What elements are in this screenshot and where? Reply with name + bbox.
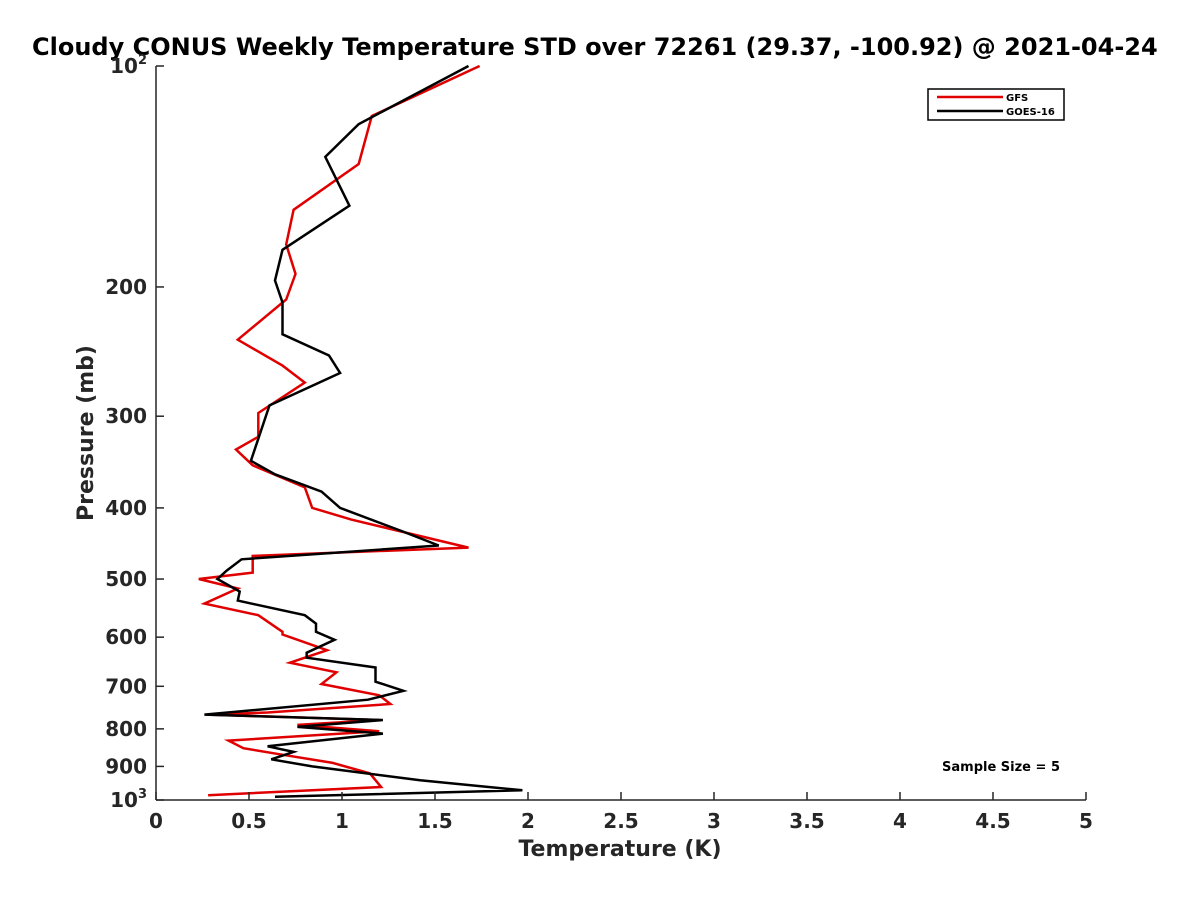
- chart-title: Cloudy CONUS Weekly Temperature STD over…: [32, 33, 1158, 61]
- y-tick-exponent: 3: [138, 787, 147, 802]
- series-line-gfs: [198, 64, 481, 797]
- x-tick-label: 0.5: [231, 809, 266, 833]
- legend: GFS GOES-16: [927, 88, 1065, 121]
- y-tick-label: 200: [105, 275, 147, 299]
- legend-box: [927, 88, 1065, 121]
- y-tick-label: 500: [105, 567, 147, 591]
- legend-label-gfs: GFS: [1006, 93, 1028, 104]
- y-tick-label: 800: [105, 717, 147, 741]
- x-tick-label: 4.5: [975, 809, 1010, 833]
- y-tick-base: 10: [110, 788, 138, 812]
- y-tick-label-power: 103: [110, 787, 147, 812]
- y-tick-label: 300: [105, 404, 147, 428]
- y-tick-label: 400: [105, 496, 147, 520]
- x-tick-label: 2.5: [603, 809, 638, 833]
- y-tick-base: 10: [110, 54, 138, 78]
- x-axis-label: Temperature (K): [518, 837, 721, 862]
- x-tick-label: 3: [707, 809, 721, 833]
- series-layer: [198, 64, 523, 799]
- sample-size-annotation: Sample Size = 5: [942, 760, 1060, 775]
- y-tick-label: 600: [105, 625, 147, 649]
- y-tick-label: 900: [105, 754, 147, 778]
- y-axis-label: Pressure (mb): [74, 345, 99, 521]
- series-line-goes-16: [204, 64, 523, 799]
- x-tick-label: 1.5: [417, 809, 452, 833]
- legend-label-goes-16: GOES-16: [1006, 107, 1055, 118]
- x-tick-label: 0: [149, 809, 163, 833]
- ticks-layer: 0 0.5 1 1.5 2 2.5 3 3.5 4 4.5 51022003004005006007…: [105, 53, 1093, 833]
- x-tick-label: 1: [335, 809, 349, 833]
- x-tick-label: 3.5: [789, 809, 824, 833]
- x-tick-label: 2: [521, 809, 535, 833]
- y-tick-label-power: 102: [110, 53, 147, 78]
- y-tick-label: 700: [105, 674, 147, 698]
- y-tick-exponent: 2: [138, 53, 147, 68]
- x-tick-label: 4: [893, 809, 907, 833]
- x-tick-label: 5: [1079, 809, 1093, 833]
